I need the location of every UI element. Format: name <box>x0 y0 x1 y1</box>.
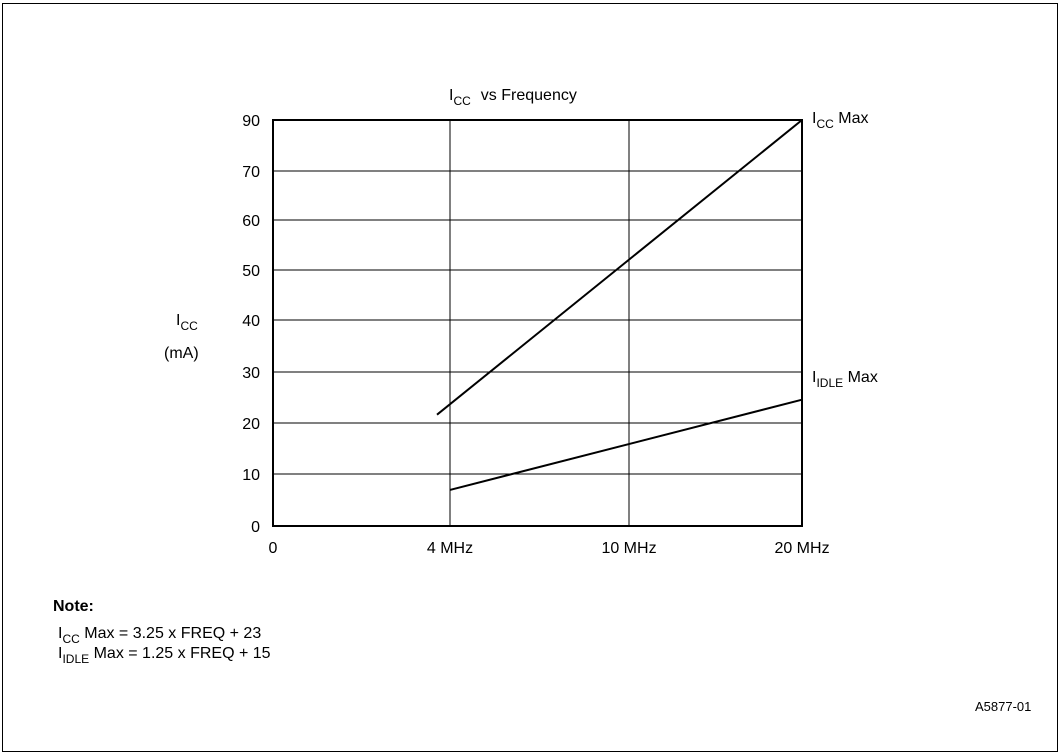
plot-border <box>272 119 803 527</box>
figure-frame <box>2 3 1058 752</box>
chart-grid <box>273 120 802 526</box>
y-tick-label: 60 <box>242 213 260 230</box>
y-tick-label: 90 <box>242 113 260 130</box>
y-tick-label: 40 <box>242 313 260 330</box>
figure-id: A5877-01 <box>975 699 1032 714</box>
series-line-icc-max <box>436 119 803 416</box>
y-tick-label: 10 <box>242 467 260 484</box>
note-block: Note: ICC Max = 3.25 x FREQ + 23 IIDLE M… <box>53 597 271 666</box>
note-title: Note: <box>53 598 94 615</box>
y-tick-label: 0 <box>251 519 260 536</box>
x-tick-label: 4 MHz <box>427 540 473 557</box>
series-line-idle-max <box>449 398 803 491</box>
series-label-icc-max: ICC Max <box>812 110 868 131</box>
y-axis-label: ICC <box>176 312 198 333</box>
chart-tick-labels: 0 10 20 30 40 50 60 70 90 0 4 MHz 10 MHz 20 MHz <box>242 113 829 557</box>
y-tick-label: 30 <box>242 365 260 382</box>
series-label-idle-max: IIDLE Max <box>812 369 878 390</box>
chart-axes <box>272 119 803 527</box>
x-tick-label: 0 <box>269 540 278 557</box>
y-tick-label: 70 <box>242 164 260 181</box>
x-tick-label: 20 MHz <box>774 540 829 557</box>
chart-title: ICC vs Frequency <box>449 87 577 108</box>
y-tick-label: 50 <box>242 263 260 280</box>
note-formula-icc: ICC Max = 3.25 x FREQ + 23 <box>58 625 262 646</box>
note-formula-idle: IIDLE Max = 1.25 x FREQ + 15 <box>58 645 271 666</box>
y-axis-unit: (mA) <box>164 345 199 362</box>
y-tick-label: 20 <box>242 416 260 433</box>
x-tick-label: 10 MHz <box>601 540 656 557</box>
chart-series <box>436 119 803 491</box>
